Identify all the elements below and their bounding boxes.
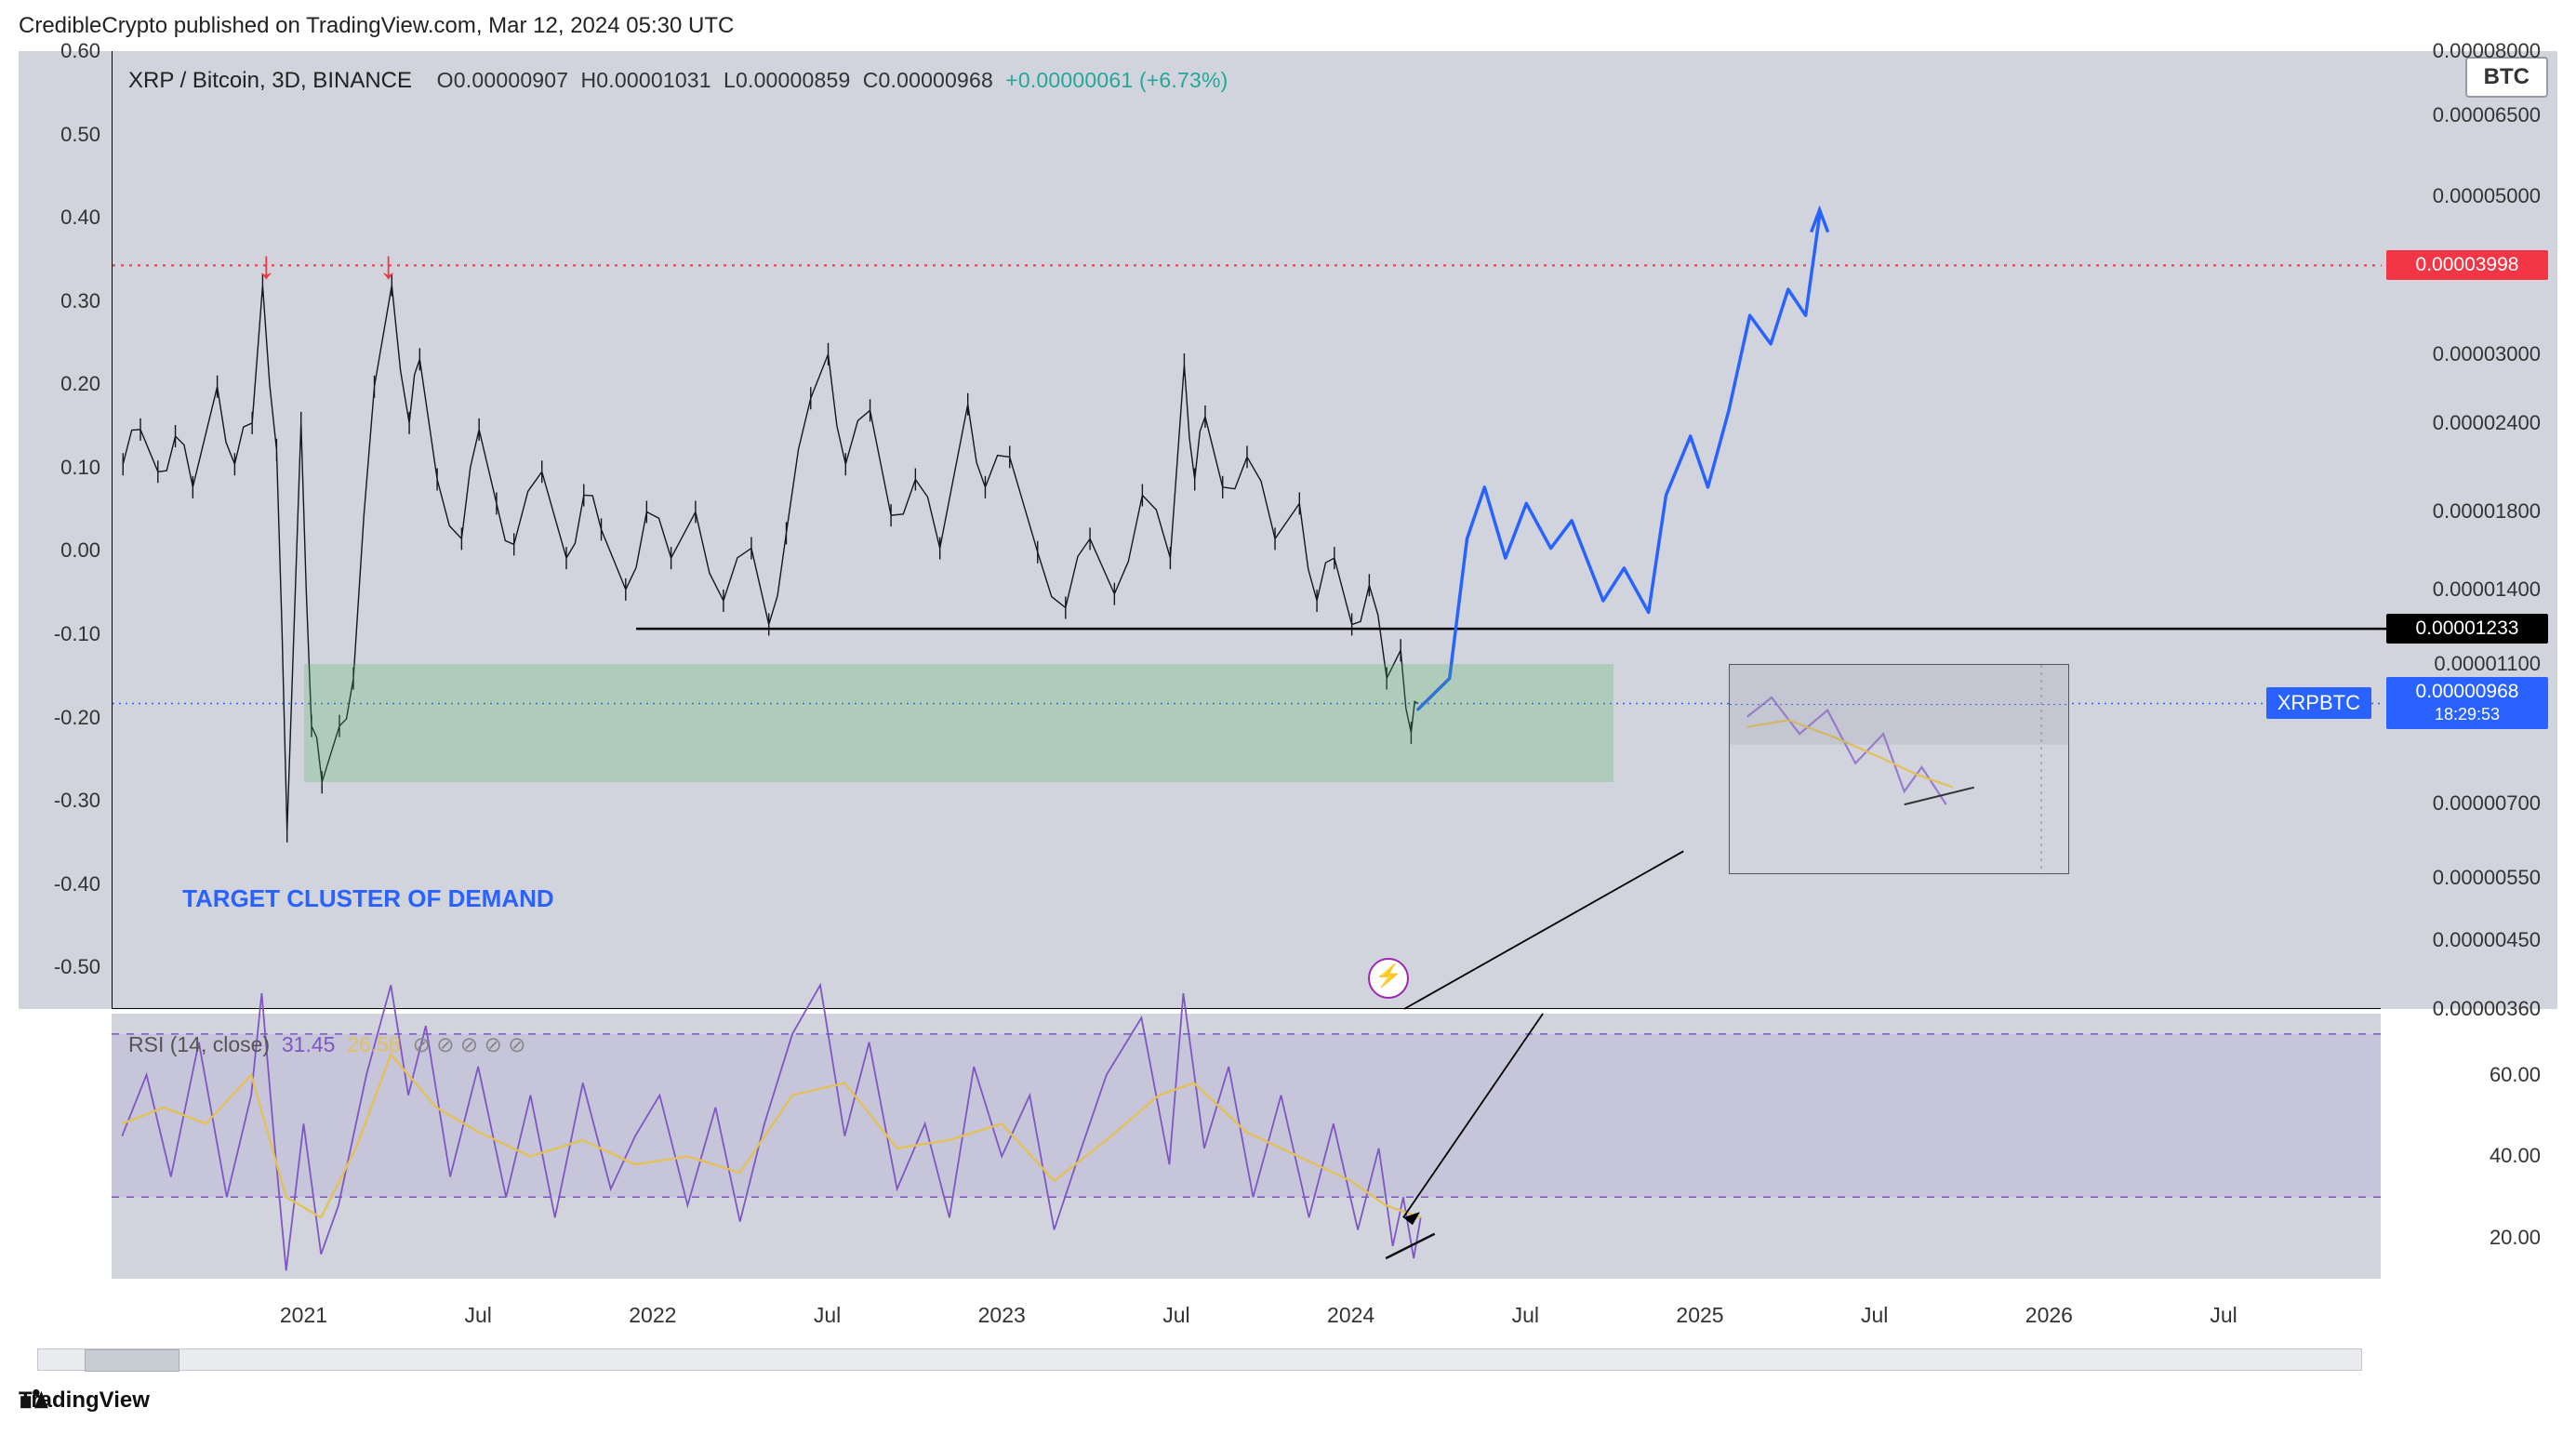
time-axis[interactable]: 2021Jul2022Jul2023Jul2024Jul2025Jul2026J…	[112, 1297, 2381, 1353]
rsi-value-1: 31.45	[282, 1032, 336, 1056]
change-value: +0.00000061 (+6.73%)	[1005, 68, 1228, 92]
inset-zoom-box	[1729, 664, 2069, 874]
rsi-legend: RSI (14, close) 31.45 26.58 ⊘ ⊘ ⊘ ⊘ ⊘	[128, 1032, 526, 1057]
inset-svg	[1730, 665, 2068, 873]
red-arrow-icon: ↓	[378, 243, 398, 287]
price-pane[interactable]: 0.600.500.400.300.200.100.00-0.10-0.20-0…	[19, 51, 2557, 1009]
price-plot[interactable]: TARGET CLUSTER OF DEMAND ↓ ↓ ⚡	[112, 51, 2381, 1009]
rsi-value-2: 26.58	[347, 1032, 401, 1056]
left-axis: 0.600.500.400.300.200.100.00-0.10-0.20-0…	[19, 51, 112, 1009]
rsi-axis: 60.0040.0020.00	[2381, 1014, 2557, 1279]
lightning-icon[interactable]: ⚡	[1368, 958, 1409, 999]
demand-zone-rect	[304, 664, 1613, 782]
demand-label: TARGET CLUSTER OF DEMAND	[182, 884, 554, 913]
red-arrow-icon: ↓	[257, 243, 276, 287]
chart-legend: XRP / Bitcoin, 3D, BINANCE O0.00000907 H…	[128, 68, 1228, 94]
scrollbar-thumb[interactable]	[85, 1349, 179, 1372]
ohlc-block: O0.00000907 H0.00001031 L0.00000859 C0.0…	[437, 68, 1228, 92]
time-scrollbar[interactable]	[37, 1348, 2362, 1371]
chart-frame: 0.600.500.400.300.200.100.00-0.10-0.20-0…	[19, 51, 2557, 1353]
tradingview-logo: TradingView	[19, 1388, 150, 1414]
publish-header: CredibleCrypto published on TradingView.…	[19, 13, 734, 39]
pair-label: XRP / Bitcoin, 3D, BINANCE	[128, 68, 412, 93]
